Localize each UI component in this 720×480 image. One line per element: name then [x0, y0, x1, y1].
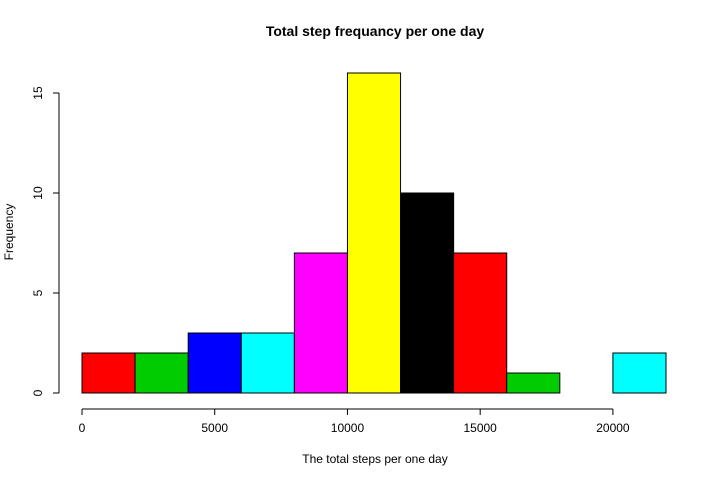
histogram-bar-1	[134, 352, 189, 394]
y-axis: 0 5 10 15	[31, 86, 60, 396]
x-tick-label: 5000	[201, 421, 228, 435]
y-tick-label: 10	[31, 186, 45, 200]
x-axis: 0 5000 10000 15000 20000	[79, 408, 630, 435]
histogram-bar-3	[240, 332, 295, 394]
histogram-bars	[81, 72, 667, 394]
histogram-bar-7	[453, 252, 508, 394]
histogram-bar-2	[187, 332, 242, 394]
histogram-bar-8	[506, 372, 561, 394]
histogram-bar-5	[346, 72, 402, 394]
chart-title: Total step frequancy per one day	[266, 23, 485, 39]
x-tick-label: 15000	[463, 421, 497, 435]
x-tick-label: 10000	[331, 421, 365, 435]
histogram-bar-10	[612, 352, 667, 394]
y-tick-label: 0	[31, 389, 45, 396]
histogram-bar-6	[400, 192, 455, 394]
x-axis-label: The total steps per one day	[302, 452, 447, 466]
x-tick-label: 20000	[596, 421, 630, 435]
y-tick-label: 15	[31, 86, 45, 100]
y-axis-label: Frequency	[2, 204, 16, 261]
y-tick-label: 5	[31, 289, 45, 296]
x-tick-label: 0	[79, 421, 86, 435]
histogram-bar-4	[293, 252, 348, 394]
histogram-bar-0	[81, 352, 136, 394]
